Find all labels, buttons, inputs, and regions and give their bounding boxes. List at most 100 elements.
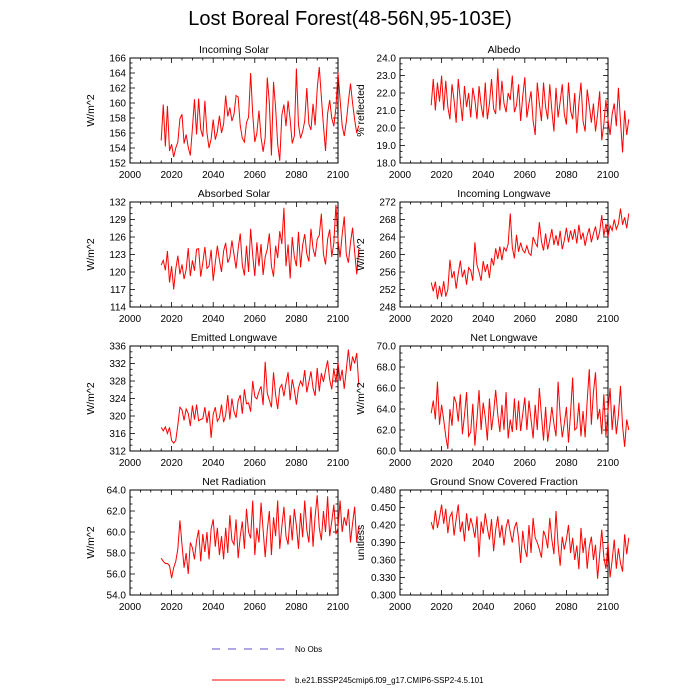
x-tick-label: 2020 — [160, 458, 183, 469]
y-tick-label: 0.420 — [371, 521, 396, 532]
y-axis-label: W/m^2 — [85, 238, 97, 271]
y-tick-label: 23.0 — [377, 71, 397, 82]
y-tick-label: 154 — [109, 144, 126, 155]
y-tick-label: 70.0 — [377, 342, 397, 353]
y-tick-label: 0.330 — [371, 573, 396, 584]
y-tick-label: 58.0 — [107, 549, 127, 560]
y-axis-label: % reflected — [355, 84, 367, 137]
x-tick-label: 2000 — [389, 458, 412, 469]
x-tick-label: 2040 — [472, 170, 495, 181]
x-tick-label: 2080 — [285, 314, 308, 325]
panel-title: Incoming Solar — [199, 44, 270, 56]
y-tick-label: 312 — [109, 447, 126, 458]
y-tick-label: 120 — [109, 268, 126, 279]
y-tick-label: 324 — [109, 394, 126, 405]
x-tick-label: 2020 — [160, 602, 183, 613]
x-tick-label: 2040 — [202, 170, 225, 181]
x-tick-label: 2020 — [160, 170, 183, 181]
y-tick-label: 0.450 — [371, 503, 396, 514]
x-tick-label: 2020 — [430, 314, 453, 325]
y-tick-label: 60.0 — [377, 447, 397, 458]
x-tick-label: 2020 — [160, 314, 183, 325]
x-tick-label: 2020 — [430, 602, 453, 613]
series-line — [430, 369, 630, 449]
y-tick-label: 164 — [109, 69, 126, 80]
y-tick-label: 156 — [109, 129, 126, 140]
x-tick-label: 2060 — [514, 170, 537, 181]
y-tick-label: 0.360 — [371, 556, 396, 567]
x-tick-label: 2060 — [244, 458, 267, 469]
x-tick-label: 2040 — [472, 458, 495, 469]
y-tick-label: 19.0 — [377, 141, 397, 152]
series-line — [160, 349, 360, 444]
x-tick-label: 2000 — [119, 602, 142, 613]
series-line — [430, 208, 630, 300]
y-tick-label: 252 — [379, 285, 396, 296]
x-tick-label: 2080 — [285, 170, 308, 181]
y-tick-label: 316 — [109, 429, 126, 440]
series-line — [160, 204, 360, 290]
y-tick-label: 20.0 — [377, 124, 397, 135]
panel-title: Absorbed Solar — [198, 188, 271, 200]
x-tick-label: 2020 — [430, 458, 453, 469]
x-tick-label: 2060 — [244, 602, 267, 613]
x-tick-label: 2000 — [119, 170, 142, 181]
y-tick-label: 268 — [379, 215, 396, 226]
plot-frame — [399, 201, 609, 308]
y-tick-label: 158 — [109, 114, 126, 125]
panel-incoming-solar: 2000 2020 2040 2060 2080 2100 152 154 156 158 160 1… — [85, 44, 360, 181]
y-tick-label: 18.0 — [377, 159, 397, 170]
y-tick-label: 0.390 — [371, 538, 396, 549]
y-axis-label: W/m^2 — [355, 238, 367, 271]
panel-net-longwave: 2000 2020 2040 2060 2080 2100 60.0 62.0 64.0 66.0… — [355, 332, 630, 469]
y-tick-label: 117 — [110, 285, 126, 296]
y-tick-label: 54.0 — [107, 591, 127, 602]
y-axis-label: unitless — [355, 525, 367, 561]
x-tick-label: 2040 — [472, 602, 495, 613]
x-tick-label: 2100 — [327, 602, 350, 613]
x-tick-label: 2060 — [514, 602, 537, 613]
y-tick-label: 66.0 — [377, 384, 397, 395]
panel-emitted-longwave: 2000 2020 2040 2060 2080 2100 312 316 320 324 328 3… — [85, 332, 360, 469]
panel-title: Net Longwave — [470, 332, 537, 344]
x-tick-label: 2060 — [514, 314, 537, 325]
x-tick-label: 2000 — [389, 170, 412, 181]
y-tick-label: 56.0 — [107, 570, 127, 581]
panel-albedo: 2000 2020 2040 2060 2080 2100 18.0 19.0 20.0 21.0… — [355, 44, 630, 181]
y-tick-label: 126 — [109, 233, 126, 244]
x-tick-label: 2060 — [244, 314, 267, 325]
legend-model-label: b.e21.BSSP245cmip6.f09_g17.CMIP6-SSP2-4.… — [295, 676, 484, 685]
y-tick-label: 162 — [109, 84, 126, 95]
panel-title: Albedo — [488, 44, 521, 56]
x-tick-label: 2060 — [514, 458, 537, 469]
x-tick-label: 2100 — [327, 170, 350, 181]
y-tick-label: 62.0 — [377, 426, 397, 437]
y-axis-label: W/m^2 — [85, 526, 97, 559]
panel-incoming-longwave: 2000 2020 2040 2060 2080 2100 248 252 256 260 264 2… — [355, 188, 630, 325]
y-tick-label: 336 — [109, 342, 126, 353]
panel-title: Net Radiation — [202, 476, 266, 488]
panel-title: Ground Snow Covered Fraction — [430, 476, 578, 488]
x-tick-label: 2020 — [430, 170, 453, 181]
y-tick-label: 62.0 — [107, 507, 127, 518]
series-line — [430, 68, 630, 153]
x-tick-label: 2080 — [555, 602, 578, 613]
y-tick-label: 0.480 — [371, 486, 396, 497]
x-tick-label: 2060 — [244, 170, 267, 181]
panel-absorbed-solar: 2000 2020 2040 2060 2080 2100 114 117 120 123 126 1… — [85, 188, 360, 325]
x-tick-label: 2080 — [285, 458, 308, 469]
x-tick-label: 2040 — [202, 602, 225, 613]
x-tick-label: 2100 — [597, 458, 620, 469]
y-tick-label: 166 — [109, 54, 126, 65]
y-tick-label: 64.0 — [377, 405, 397, 416]
x-tick-label: 2080 — [555, 170, 578, 181]
x-tick-label: 2100 — [597, 314, 620, 325]
series-line — [160, 66, 360, 161]
panel-ground-snow-covered-fraction: 2000 2020 2040 2060 2080 2100 0.300 0.330 0.360 0… — [355, 476, 630, 613]
x-tick-label: 2080 — [555, 314, 578, 325]
y-tick-label: 132 — [109, 198, 126, 209]
plot-frame — [399, 57, 609, 164]
x-tick-label: 2040 — [202, 314, 225, 325]
